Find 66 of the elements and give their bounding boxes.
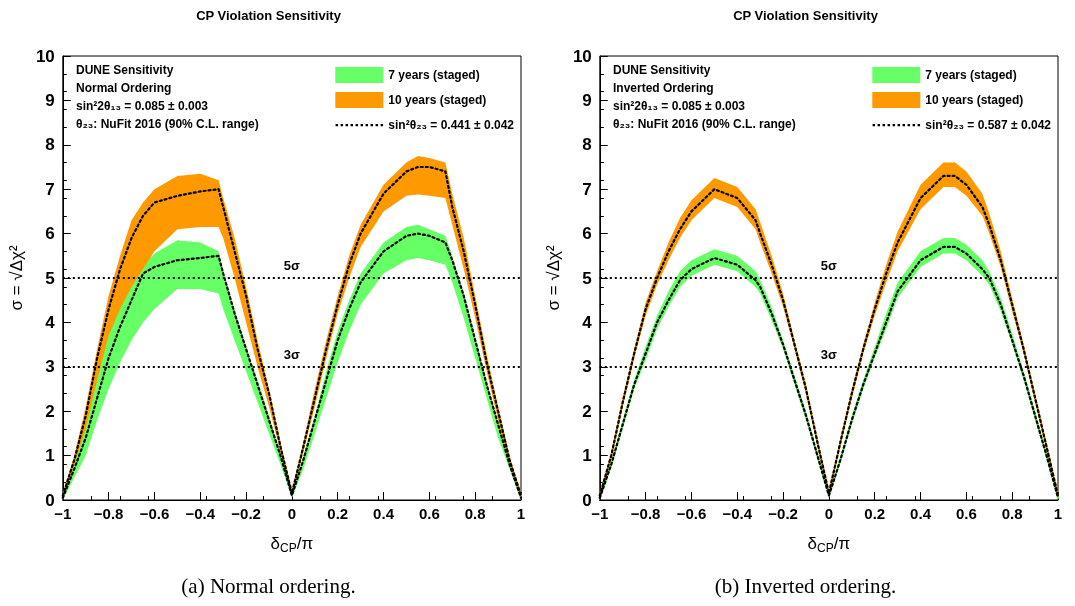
y-tick-label: 2 <box>45 401 55 421</box>
y-tick-label: 8 <box>45 135 55 155</box>
y-tick-label: 10 <box>35 46 55 66</box>
x-tick-label: 0.2 <box>864 505 886 522</box>
y-tick-label: 7 <box>45 179 55 199</box>
x-tick-label: −1 <box>54 505 72 522</box>
y-tick-label: 1 <box>45 446 55 466</box>
x-tick-label: 1 <box>516 505 526 522</box>
y-tick-label: 1 <box>582 446 592 466</box>
annotation: θ₂₃: NuFit 2016 (90% C.L. range) <box>76 117 259 131</box>
ref-line-label: 5σ <box>283 258 301 273</box>
x-tick-label: 0 <box>287 505 297 522</box>
x-tick-label: 0.2 <box>327 505 349 522</box>
y-tick-label: 2 <box>582 401 592 421</box>
x-tick-label: 0 <box>824 505 834 522</box>
ref-line-label: 5σ <box>820 258 838 273</box>
legend-label: 7 years (staged) <box>925 68 1017 82</box>
x-tick-label: −0.2 <box>768 505 798 522</box>
x-tick-label: −0.6 <box>676 505 707 522</box>
y-tick-label: 4 <box>45 312 56 332</box>
x-tick-label: −0.8 <box>93 505 124 522</box>
y-tick-label: 10 <box>572 46 592 66</box>
x-tick-label: −0.8 <box>630 505 661 522</box>
ref-line-label: 3σ <box>820 346 838 362</box>
legend-label: sin²θ₂₃ = 0.587 ± 0.042 <box>925 118 1052 132</box>
text: (b) Inverted ordering. <box>714 573 897 598</box>
x-tick-label: 0.4 <box>373 505 395 522</box>
y-tick-label: 6 <box>45 224 55 244</box>
x-tick-label: 0.6 <box>955 505 977 522</box>
annotation: Inverted Ordering <box>613 81 714 95</box>
x-tick-label: −0.4 <box>185 505 216 522</box>
y-tick-label: 7 <box>582 179 592 199</box>
annotation: sin²2θ₁₃ = 0.085 ± 0.003 <box>613 99 746 113</box>
y-tick-label: 9 <box>582 90 592 110</box>
y-tick-label: 9 <box>45 90 55 110</box>
annotation: DUNE Sensitivity <box>76 63 174 77</box>
x-tick-label: −1 <box>591 505 609 522</box>
x-tick-label: 1 <box>1053 505 1063 522</box>
y-tick-label: 3 <box>582 357 592 377</box>
ref-line-label: 3σ <box>283 346 301 362</box>
y-axis-title: σ = √Δχ² <box>544 245 563 311</box>
y-axis-title: σ = √Δχ² <box>7 245 26 311</box>
legend-label: 10 years (staged) <box>388 93 487 107</box>
x-tick-label: −0.2 <box>231 505 261 522</box>
chart-title: CP Violation Sensitivity <box>196 8 342 23</box>
x-tick-label: 0.8 <box>1001 505 1023 522</box>
x-tick-label: 0.6 <box>418 505 440 522</box>
annotation: DUNE Sensitivity <box>613 63 711 77</box>
chart-title: CP Violation Sensitivity <box>733 8 879 23</box>
annotation: Normal Ordering <box>76 81 172 95</box>
x-tick-label: 0.8 <box>464 505 486 522</box>
y-tick-label: 8 <box>582 135 592 155</box>
y-tick-label: 5 <box>582 268 592 288</box>
annotation: θ₂₃: NuFit 2016 (90% C.L. range) <box>613 117 796 131</box>
x-tick-label: −0.6 <box>139 505 170 522</box>
annotation: sin²2θ₁₃ = 0.085 ± 0.003 <box>76 99 209 113</box>
x-tick-label: 0.4 <box>910 505 932 522</box>
y-tick-label: 6 <box>582 224 592 244</box>
y-tick-label: 5 <box>45 268 55 288</box>
x-tick-label: −0.4 <box>722 505 753 522</box>
y-tick-label: 4 <box>582 312 593 332</box>
legend-label: 7 years (staged) <box>388 68 480 82</box>
text: (a) Normal ordering. <box>181 573 356 598</box>
legend-label: 10 years (staged) <box>925 93 1024 107</box>
y-tick-label: 3 <box>45 357 55 377</box>
legend-label: sin²θ₂₃ = 0.441 ± 0.042 <box>388 118 515 132</box>
